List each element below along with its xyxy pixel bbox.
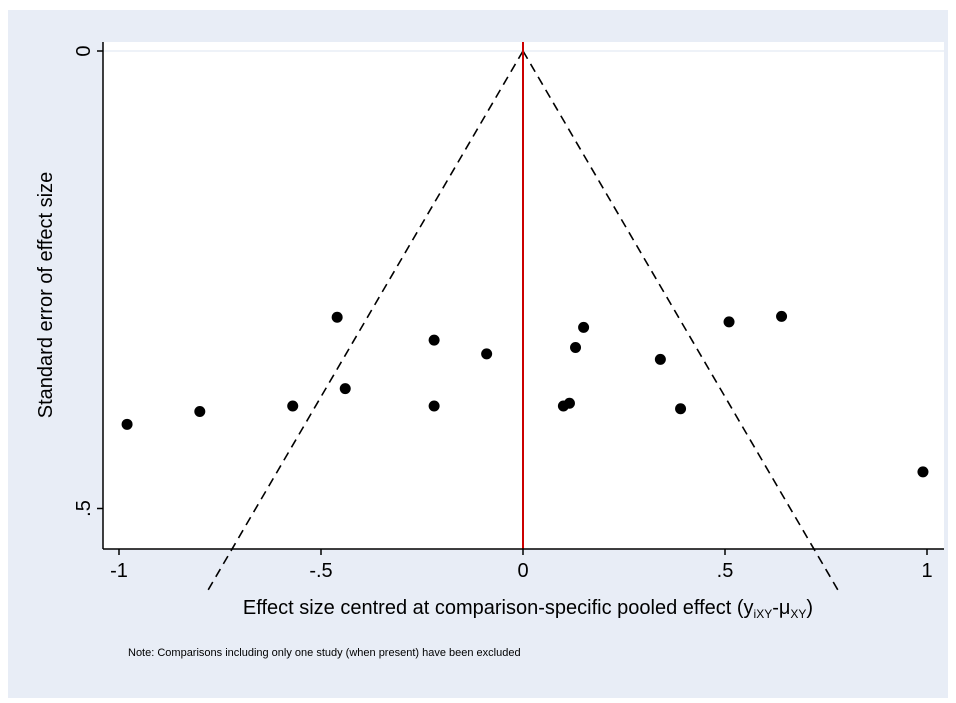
x-axis-label: Effect size centred at comparison-specif… [243, 597, 813, 621]
y-tick-label: 0 [73, 45, 95, 56]
x-tick-label: .5 [717, 560, 734, 582]
y-tick-label: .5 [73, 500, 95, 517]
x-tick-label: -1 [110, 560, 128, 582]
funnel-plot: -1 -.5 0.5 1 0.5 Effect size centred at com… [35, 42, 944, 659]
data-point [481, 348, 493, 360]
data-point [675, 403, 687, 415]
x-tick-label: -.5 [309, 560, 332, 582]
data-point [654, 353, 666, 365]
figure-panel: -1 -.5 0.5 1 0.5 Effect size centred at com… [8, 10, 948, 698]
data-point [331, 311, 343, 323]
x-tick-labels: -1 -.5 0 .5 1 [110, 560, 932, 582]
data-point [917, 466, 929, 478]
data-point [121, 418, 133, 430]
funnel-layer [206, 42, 840, 593]
data-point [578, 321, 590, 333]
points-layer [121, 310, 929, 478]
y-axis-label: Standard error of effect size [35, 172, 57, 418]
x-tick-label: 0 [517, 560, 528, 582]
data-point [563, 397, 575, 409]
data-point [428, 400, 440, 412]
x-tick-label: 1 [921, 560, 932, 582]
note-text: Note: Comparisons including only one stu… [128, 647, 521, 659]
data-point [287, 400, 299, 412]
data-point [723, 316, 735, 328]
data-point [570, 341, 582, 353]
data-point [194, 406, 206, 418]
data-point [339, 383, 351, 395]
y-tick-labels: 0.5 [73, 45, 95, 516]
axes-layer [97, 42, 944, 555]
data-point [776, 310, 788, 322]
data-point [428, 334, 440, 346]
